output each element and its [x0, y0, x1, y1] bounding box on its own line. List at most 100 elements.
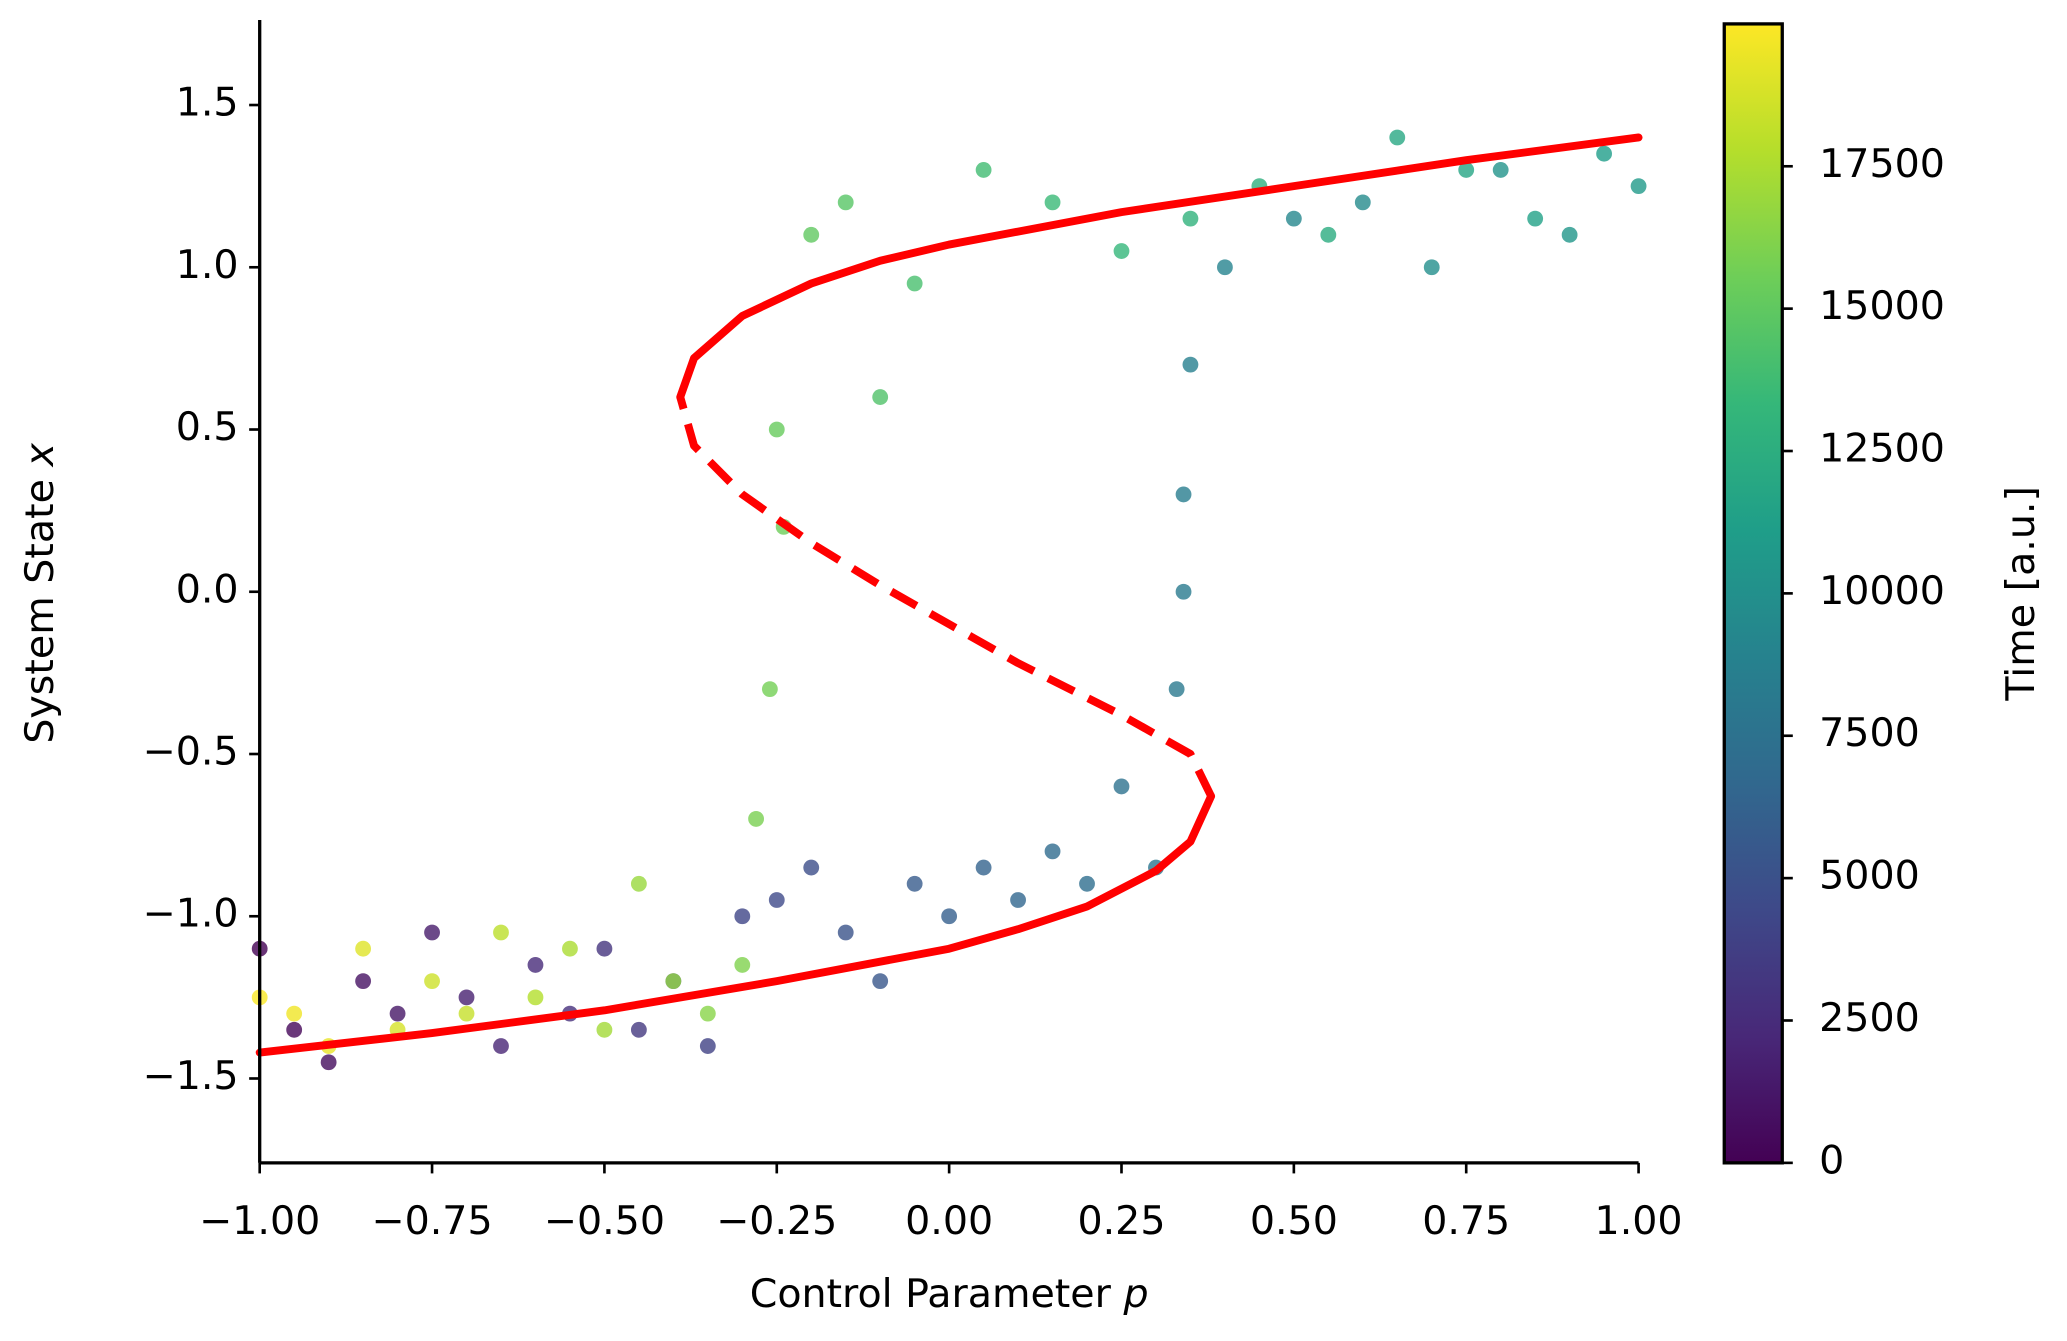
x-tick-label: −0.75: [371, 1198, 492, 1244]
scatter-point: [761, 681, 778, 698]
y-tick-label: 0.5: [176, 404, 239, 450]
scatter-point: [1175, 486, 1192, 503]
scatter-point: [734, 957, 751, 973]
x-tick-label: −1.00: [199, 1198, 320, 1244]
scatter-point: [1389, 129, 1406, 146]
scatter-point: [355, 973, 372, 990]
scatter-point: [1458, 162, 1475, 178]
scatter-point: [872, 389, 889, 405]
x-tick-label: 0.75: [1422, 1198, 1510, 1244]
scatter-point: [1596, 145, 1613, 162]
x-tick-label: 0.50: [1250, 1198, 1338, 1244]
scatter-point: [458, 1005, 475, 1022]
scatter-point: [1320, 226, 1337, 243]
x-label-text: Control Parameter: [750, 1271, 1112, 1317]
scatter-point: [975, 859, 992, 876]
scatter-point: [803, 859, 820, 876]
y-label-symbol: x: [17, 442, 63, 468]
scatter-point: [1175, 583, 1192, 600]
scatter-point: [424, 973, 440, 990]
colorbar-tick-label: 12500: [1819, 426, 1945, 472]
colorbar-tick-label: 7500: [1819, 710, 1920, 756]
scatter-point: [1492, 162, 1509, 178]
scatter-point: [699, 1038, 716, 1054]
scatter-point: [906, 875, 923, 892]
y-tick-label: −0.5: [143, 729, 239, 775]
scatter-point: [1561, 226, 1578, 243]
scatter-point: [665, 973, 682, 990]
curve: [676, 133, 1643, 402]
scatter-point: [1423, 259, 1440, 276]
scatter-point: [1285, 210, 1302, 227]
scatter-point: [1044, 194, 1061, 211]
colorbar-tick-label: 15000: [1819, 283, 1945, 329]
scatter-point: [872, 973, 889, 990]
scatter-point: [1168, 681, 1185, 698]
y-tick-label: 1.5: [176, 80, 239, 126]
scatter-point: [562, 940, 578, 957]
scatter-point: [1079, 875, 1095, 892]
colorbar-tick-label: 10000: [1819, 568, 1945, 614]
colorbar-tick-label: 5000: [1819, 853, 1920, 899]
axes-layer: −1.00 −0.75 −0.50 −0.25 0.00 0.25 0.50 0.75 1.00…: [143, 19, 1945, 1244]
scatter-point: [320, 1054, 337, 1071]
x-tick-label: 1.00: [1595, 1198, 1683, 1244]
colorbar-tick-label: 17500: [1819, 141, 1945, 187]
scatter-point: [424, 924, 440, 941]
lines-layer: [255, 133, 1643, 1057]
scatter-point: [1010, 892, 1026, 908]
scatter-point: [286, 1021, 303, 1038]
x-tick-label: 0.00: [905, 1198, 993, 1244]
scatter-point: [389, 1005, 406, 1022]
scatter-point: [355, 940, 372, 957]
scatter-point: [1113, 243, 1130, 259]
scatter-point: [1354, 194, 1371, 211]
scatter-point: [734, 908, 751, 925]
scatter-point: [837, 924, 854, 941]
scatter-point: [1113, 778, 1130, 795]
y-tick-label: 0.0: [176, 566, 239, 612]
scatter-point: [458, 989, 475, 1006]
scatter-point: [1630, 178, 1647, 195]
scatter-point: [803, 226, 820, 243]
scatter-point: [906, 275, 923, 292]
scatter-point: [527, 989, 544, 1006]
colorbar-label: Time [a.u.]: [1998, 486, 2044, 702]
x-tick-label: −0.25: [716, 1198, 837, 1244]
y-tick-label: −1.0: [143, 891, 239, 937]
x-tick-label: −0.50: [544, 1198, 665, 1244]
scatter-point: [941, 908, 958, 925]
scatter-point: [975, 162, 992, 178]
scatter-point: [1216, 259, 1233, 276]
scatter-point: [630, 875, 647, 892]
scatter-point: [596, 1021, 613, 1038]
scatter-point: [493, 924, 509, 941]
scatter-point: [837, 194, 854, 211]
points-layer: [251, 129, 1647, 1071]
curve: [676, 395, 1215, 798]
scatter-point: [1044, 843, 1061, 860]
colorbar-tick-label: 0: [1819, 1137, 1844, 1183]
scatter-point: [1182, 356, 1199, 373]
scatter-point: [630, 1021, 647, 1038]
x-axis-label: Control Parameter p: [750, 1271, 1149, 1317]
y-tick-label: −1.5: [143, 1053, 239, 1099]
scatter-point: [493, 1038, 509, 1054]
colorbar-tick-label: 2500: [1819, 995, 1920, 1041]
scatter-point: [1527, 210, 1544, 227]
x-label-symbol: p: [1122, 1271, 1148, 1317]
scatter-point: [527, 957, 544, 973]
scatter-point: [748, 810, 764, 827]
curve: [255, 792, 1216, 1057]
scatter-point: [596, 940, 613, 957]
y-axis-label: System State x: [17, 442, 63, 743]
y-label-text: System State: [17, 479, 63, 744]
x-tick-label: 0.25: [1077, 1198, 1165, 1244]
scatter-point: [699, 1005, 716, 1022]
scatter-point: [768, 892, 785, 908]
colorbar: [1722, 22, 1784, 1165]
scatter-point: [768, 421, 785, 438]
y-tick-label: 1.0: [176, 242, 239, 288]
scatter-point: [1182, 210, 1199, 227]
